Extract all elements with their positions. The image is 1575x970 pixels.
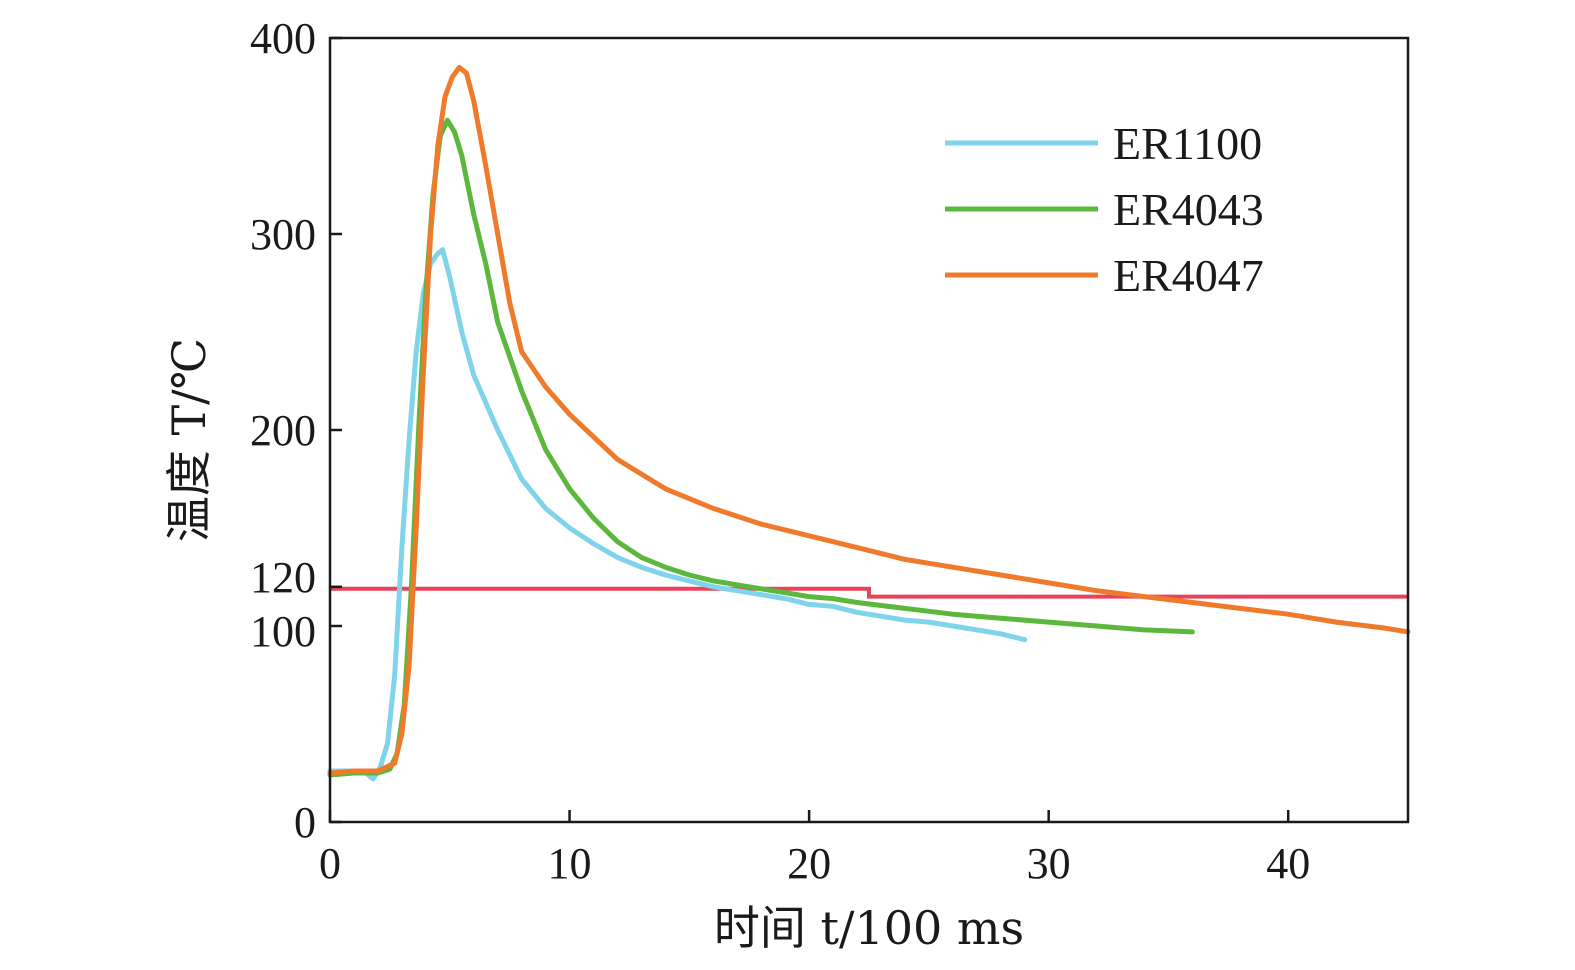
x-tick-label-0: 0 xyxy=(319,839,341,888)
series-line-er4043 xyxy=(327,117,1195,778)
x-tick-label-40: 40 xyxy=(1266,839,1310,888)
y-axis-label: 温度 T/℃ xyxy=(162,338,216,542)
legend-label-er1100: ER1100 xyxy=(1113,118,1262,169)
series-line-er4047 xyxy=(327,64,1411,776)
x-axis-label: 时间 t/100 ms xyxy=(714,901,1024,955)
x-tick-label-10: 10 xyxy=(548,839,592,888)
y-tick-label-100: 100 xyxy=(250,607,316,656)
y-tick-label-400: 400 xyxy=(250,14,316,63)
legend-label-er4043: ER4043 xyxy=(1113,184,1264,235)
y-tick-label-0: 0 xyxy=(294,798,316,847)
y-tick-label-300: 300 xyxy=(250,210,316,259)
legend-label-er4047: ER4047 xyxy=(1113,250,1264,301)
series-line-er1100 xyxy=(327,247,1028,782)
plot-lines xyxy=(327,64,1411,782)
x-tick-label-30: 30 xyxy=(1027,839,1071,888)
y-tick-label-120: 120 xyxy=(250,553,316,602)
y-tick-label-200: 200 xyxy=(250,406,316,455)
x-tick-label-20: 20 xyxy=(787,839,831,888)
legend: ER1100 ER4043 ER4047 xyxy=(945,118,1264,301)
reference-line-1 xyxy=(330,586,1408,599)
